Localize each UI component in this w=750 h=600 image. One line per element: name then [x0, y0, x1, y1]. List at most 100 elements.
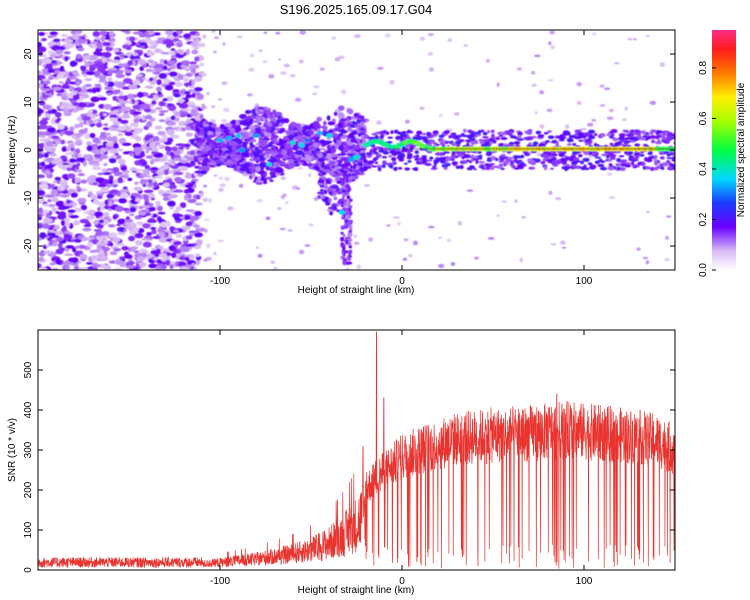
spectrogram-blob — [442, 131, 449, 134]
spectrogram-blob — [154, 48, 162, 54]
spectrogram-blob — [333, 111, 338, 117]
spectrogram-blob — [588, 151, 593, 156]
spectrogram-blob — [207, 162, 215, 165]
spectrogram-blob — [82, 227, 92, 232]
spectrogram-blob — [469, 165, 475, 168]
spectrogram-blob — [183, 33, 191, 39]
spectrogram-blob — [265, 162, 273, 167]
spectrogram-blob — [183, 143, 191, 148]
spectrogram-blob — [97, 183, 107, 188]
spectrogram-blob — [46, 147, 51, 152]
spectrogram-blob — [487, 236, 495, 240]
spectrogram-blob — [352, 145, 361, 150]
spectrogram-blob — [112, 95, 118, 101]
spectrogram-blob — [64, 56, 69, 62]
spectrogram-blob — [134, 197, 142, 203]
spectrogram-blob — [50, 53, 56, 58]
colorbar-tick-label: 0.4 — [698, 162, 709, 176]
spectrogram-blob — [179, 202, 187, 209]
spectrogram-blob — [144, 164, 150, 170]
spectrogram-blob — [642, 256, 649, 260]
spectrogram-blob — [478, 160, 485, 164]
spectrogram-blob — [576, 81, 582, 87]
spectrogram-blob — [75, 53, 82, 59]
spectrogram-blob — [132, 52, 139, 57]
spectrogram-blob — [661, 132, 667, 137]
spectrogram-blob — [158, 109, 169, 113]
spectrogram-blob — [194, 202, 203, 206]
spectrogram-blob — [284, 144, 291, 150]
spectrogram-blob — [38, 131, 46, 136]
spectrogram-blob — [604, 87, 611, 91]
spectrogram-blob — [39, 232, 47, 239]
spectrogram-blob — [87, 191, 93, 196]
spectrogram-blob — [58, 80, 64, 85]
spectrogram-blob — [86, 261, 93, 265]
spectrogram-blob — [326, 115, 331, 121]
spectrogram-blob — [531, 70, 536, 75]
spectrogram-blob — [269, 179, 274, 182]
spectrogram-blob — [150, 62, 155, 67]
spectrogram-blob — [614, 62, 620, 65]
spectrogram-blob — [149, 77, 154, 82]
spectrogram-blob — [283, 63, 290, 68]
snr-y-tick-label: 300 — [23, 441, 34, 458]
spectrogram-blob — [108, 232, 118, 239]
spectrogram-blob — [117, 81, 123, 87]
spectrogram-blob — [117, 133, 123, 137]
spectrogram-blob — [120, 165, 128, 171]
spectrogram-blob — [148, 263, 157, 269]
spectrogram-blob — [173, 229, 180, 233]
spectrogram-blob — [359, 156, 365, 160]
spectrogram-blob — [494, 157, 499, 162]
spectrogram-blob — [55, 200, 65, 207]
spectrogram-blob — [376, 120, 382, 125]
spectrogram-blob — [421, 132, 427, 136]
spectrogram-blob — [645, 132, 650, 135]
spectrogram-blob — [306, 149, 313, 155]
spectrogram-blob — [472, 155, 479, 159]
spectrogram-blob — [126, 265, 136, 269]
spectrogram-blob — [280, 176, 286, 180]
spectrogram-blob — [295, 149, 304, 156]
spectrogram-blob — [132, 131, 140, 135]
spectrogram-blob — [65, 245, 75, 249]
spectrogram-blob — [98, 74, 107, 81]
spectrogram-blob — [68, 257, 77, 263]
spectrogram-blob — [226, 156, 231, 160]
spectrogram-blob — [314, 162, 320, 166]
spectrogram-blob — [93, 70, 101, 77]
spectrogram-blob — [77, 244, 87, 249]
spectrogram-blob — [99, 206, 105, 212]
spectrogram-blob — [185, 264, 193, 269]
spectrogram-blob — [288, 165, 294, 169]
spectrogram-blob — [477, 130, 482, 134]
spectrogram-blob — [653, 155, 658, 159]
spectrogram-blob — [199, 124, 204, 128]
spectrogram-blob — [607, 172, 613, 177]
spectrogram-blob — [624, 106, 628, 111]
spectrogram-blob — [566, 138, 573, 143]
spectrogram-blob — [209, 140, 216, 144]
spectrogram-blob — [536, 152, 541, 157]
spectrogram-blob — [74, 153, 79, 159]
spectrogram-blob — [558, 135, 566, 140]
spectrogram-blob — [76, 187, 82, 193]
spectrogram-blob — [69, 126, 75, 132]
spectrogram-blob — [607, 166, 615, 171]
spectrogram-blob — [457, 221, 462, 226]
spectrogram-blob — [174, 77, 181, 82]
spectrogram-blob — [524, 130, 532, 135]
spectrogram-blob — [347, 141, 354, 146]
spectrogram-blob — [478, 154, 483, 157]
spectrogram-blob — [316, 131, 324, 136]
spectrogram-blob — [72, 94, 80, 101]
snr-y-tick-label: 500 — [23, 361, 34, 378]
spectrogram-blob — [174, 176, 183, 183]
spectrogram-blob — [147, 59, 154, 64]
spectrogram-blob — [141, 77, 146, 81]
spectrogram-blob — [367, 136, 372, 139]
spectrogram-blob — [158, 72, 168, 80]
spectrogram-blob — [155, 40, 164, 44]
spectrogram-blob — [612, 151, 618, 154]
